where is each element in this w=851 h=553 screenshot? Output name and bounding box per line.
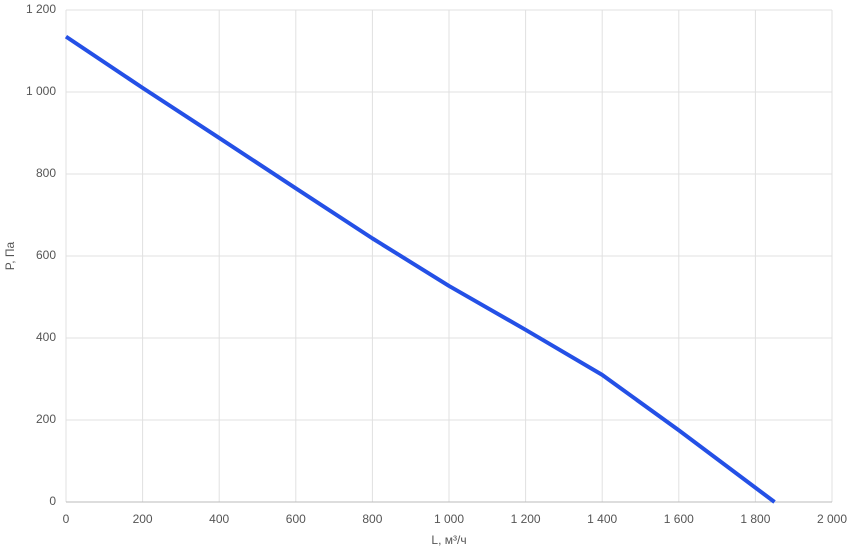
x-tick-label: 800	[362, 512, 382, 526]
y-tick-label: 200	[36, 412, 56, 426]
y-tick-label: 800	[36, 166, 56, 180]
x-tick-label: 1 200	[511, 512, 541, 526]
y-tick-label: 1 200	[26, 2, 56, 16]
y-tick-label: 600	[36, 248, 56, 262]
x-tick-label: 400	[209, 512, 229, 526]
y-tick-label: 1 000	[26, 84, 56, 98]
x-tick-label: 1 000	[434, 512, 464, 526]
x-tick-label: 600	[286, 512, 306, 526]
y-tick-label: 400	[36, 330, 56, 344]
y-axis-label: P, Па	[3, 241, 17, 270]
y-tick-label: 0	[49, 494, 56, 508]
data-line	[64, 34, 776, 504]
x-tick-label: 0	[63, 512, 70, 526]
x-tick-label: 200	[133, 512, 153, 526]
x-axis-label: L, м³/ч	[431, 533, 466, 547]
x-tick-label: 1 800	[740, 512, 770, 526]
x-tick-label: 1 400	[587, 512, 617, 526]
x-tick-label: 2 000	[817, 512, 847, 526]
x-tick-label: 1 600	[664, 512, 694, 526]
